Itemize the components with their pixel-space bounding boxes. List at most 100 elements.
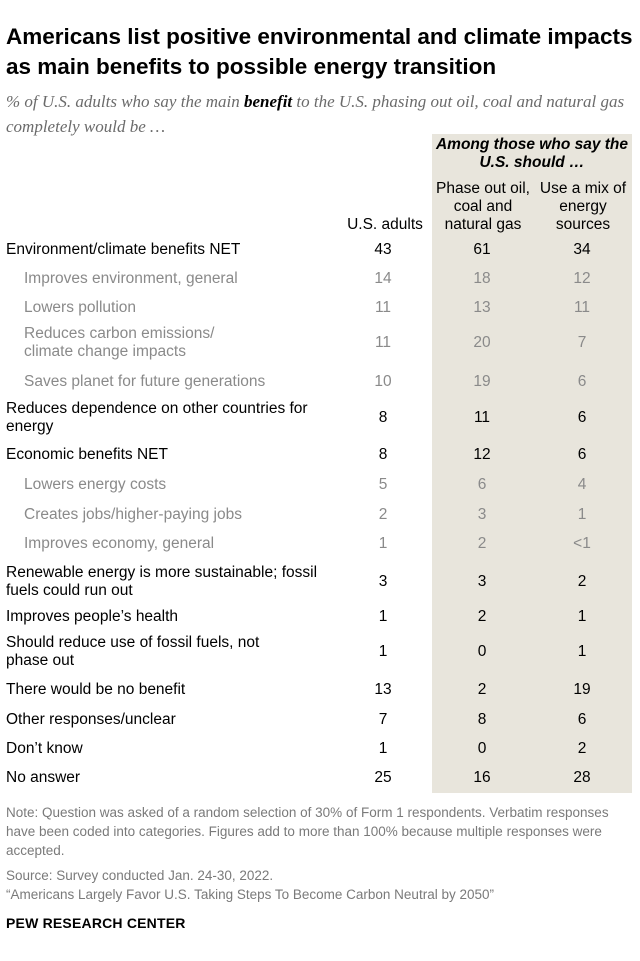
cell-value-phase: 11 <box>473 409 491 426</box>
cell-value-us: 11 <box>374 299 392 316</box>
cell-value-phase: 18 <box>473 270 491 287</box>
cell-value-us: 1 <box>378 740 388 757</box>
cell-value-phase: 61 <box>473 241 491 258</box>
table-row: Saves planet for future generations 10 19 6 <box>0 373 640 393</box>
org-label: PEW RESEARCH CENTER <box>6 915 186 931</box>
chart-title: Americans list positive environmental an… <box>6 24 633 79</box>
table-row: Reduces carbon emissions/ climate change… <box>0 325 640 363</box>
row-label: Saves planet for future generations <box>24 373 266 390</box>
cell-value-mix: 7 <box>577 334 587 351</box>
cell-value-us: 10 <box>374 373 392 390</box>
row-label: Creates jobs/higher-paying jobs <box>24 506 242 523</box>
row-label: Don’t know <box>6 740 83 757</box>
cell-value-phase: 8 <box>477 711 487 728</box>
cell-value-phase: 3 <box>477 573 487 590</box>
subtitle-pre: % of U.S. adults who say the main <box>6 92 244 111</box>
cell-value-mix: 11 <box>573 299 591 316</box>
cell-value-us: 3 <box>378 573 388 590</box>
table-row: Lowers pollution 11 13 11 <box>0 299 640 319</box>
table-row: Improves people’s health 1 2 1 <box>0 608 640 628</box>
table-row: Lowers energy costs 5 6 4 <box>0 476 640 496</box>
cell-value-mix: 19 <box>573 681 591 698</box>
cell-value-phase: 16 <box>473 769 491 786</box>
row-label: Reduces carbon emissions/ climate change… <box>24 325 215 360</box>
column-header-phase-out: Phase out oil, coal and natural gas <box>436 180 530 233</box>
cell-value-us: 8 <box>378 409 388 426</box>
group-header: Among those who say the U.S. should … <box>435 136 629 171</box>
column-header-mix: Use a mix of energy sources <box>539 180 627 233</box>
cell-value-mix: 6 <box>577 711 587 728</box>
cell-value-us: 1 <box>378 643 388 660</box>
row-label: Renewable energy is more sustainable; fo… <box>6 564 318 599</box>
row-label: Reduces dependence on other countries fo… <box>6 400 308 435</box>
source: Source: Survey conducted Jan. 24-30, 202… <box>6 868 274 883</box>
group-shade <box>432 134 632 793</box>
cell-value-us: 25 <box>374 769 392 786</box>
chart-subtitle: % of U.S. adults who say the main benefi… <box>6 89 636 139</box>
cell-value-phase: 2 <box>477 681 487 698</box>
cell-value-mix: 1 <box>577 608 587 625</box>
cell-value-phase: 2 <box>477 608 487 625</box>
cell-value-mix: 34 <box>573 241 591 258</box>
table-row: Economic benefits NET 8 12 6 <box>0 446 640 466</box>
cell-value-us: 1 <box>378 608 388 625</box>
cell-value-phase: 0 <box>477 740 487 757</box>
cell-value-phase: 2 <box>477 535 487 552</box>
row-label: Improves environment, general <box>24 270 238 287</box>
cell-value-mix: 6 <box>577 446 587 463</box>
table-row: Improves economy, general 1 2 <1 <box>0 535 640 555</box>
cell-value-phase: 3 <box>477 506 487 523</box>
note: Note: Question was asked of a random sel… <box>6 805 609 858</box>
report-title: “Americans Largely Favor U.S. Taking Ste… <box>6 887 494 902</box>
table-body: Environment/climate benefits NET 43 61 34 Im… <box>0 241 640 789</box>
table-row: There would be no benefit 13 2 19 <box>0 681 640 701</box>
table-row: Environment/climate benefits NET 43 61 34 <box>0 241 640 261</box>
cell-value-phase: 0 <box>477 643 487 660</box>
table-row: Renewable energy is more sustainable; fo… <box>0 564 640 602</box>
cell-value-us: 1 <box>378 535 388 552</box>
row-label: No answer <box>6 769 81 786</box>
cell-value-us: 8 <box>378 446 388 463</box>
table-row: Reduces dependence on other countries fo… <box>0 400 640 438</box>
cell-value-us: 43 <box>374 241 392 258</box>
cell-value-mix: <1 <box>573 535 591 552</box>
row-label: There would be no benefit <box>6 681 186 698</box>
cell-value-mix: 4 <box>577 476 587 493</box>
cell-value-us: 2 <box>378 506 388 523</box>
cell-value-phase: 12 <box>473 446 491 463</box>
row-label: Environment/climate benefits NET <box>6 241 241 258</box>
cell-value-phase: 20 <box>473 334 491 351</box>
cell-value-mix: 2 <box>577 740 587 757</box>
column-header-us-adults: U.S. adults <box>347 216 423 233</box>
subtitle-post: to the U.S. phasing out oil, coal and na… <box>6 92 625 136</box>
cell-value-us: 7 <box>378 711 388 728</box>
table-row: Should reduce use of fossil fuels, not p… <box>0 634 640 672</box>
cell-value-us: 14 <box>374 270 392 287</box>
row-label: Economic benefits NET <box>6 446 168 463</box>
cell-value-mix: 1 <box>577 506 587 523</box>
cell-value-phase: 6 <box>477 476 487 493</box>
row-label: Lowers pollution <box>24 299 137 316</box>
cell-value-mix: 12 <box>573 270 591 287</box>
cell-value-mix: 2 <box>577 573 587 590</box>
cell-value-us: 11 <box>374 334 392 351</box>
table-row: No answer 25 16 28 <box>0 769 640 789</box>
table-row: Don’t know 1 0 2 <box>0 740 640 760</box>
row-label: Improves people’s health <box>6 608 179 625</box>
table-row: Improves environment, general 14 18 12 <box>0 270 640 290</box>
cell-value-us: 5 <box>378 476 388 493</box>
cell-value-phase: 19 <box>473 373 491 390</box>
cell-value-mix: 6 <box>577 409 587 426</box>
cell-value-us: 13 <box>374 681 392 698</box>
cell-value-mix: 1 <box>577 643 587 660</box>
row-label: Improves economy, general <box>24 535 215 552</box>
table-row: Other responses/unclear 7 8 6 <box>0 711 640 731</box>
row-label: Should reduce use of fossil fuels, not p… <box>6 634 260 669</box>
cell-value-phase: 13 <box>473 299 491 316</box>
cell-value-mix: 28 <box>573 769 591 786</box>
row-label: Lowers energy costs <box>24 476 167 493</box>
table-row: Creates jobs/higher-paying jobs 2 3 1 <box>0 506 640 526</box>
cell-value-mix: 6 <box>577 373 587 390</box>
subtitle-bold: benefit <box>244 92 293 111</box>
row-label: Other responses/unclear <box>6 711 176 728</box>
